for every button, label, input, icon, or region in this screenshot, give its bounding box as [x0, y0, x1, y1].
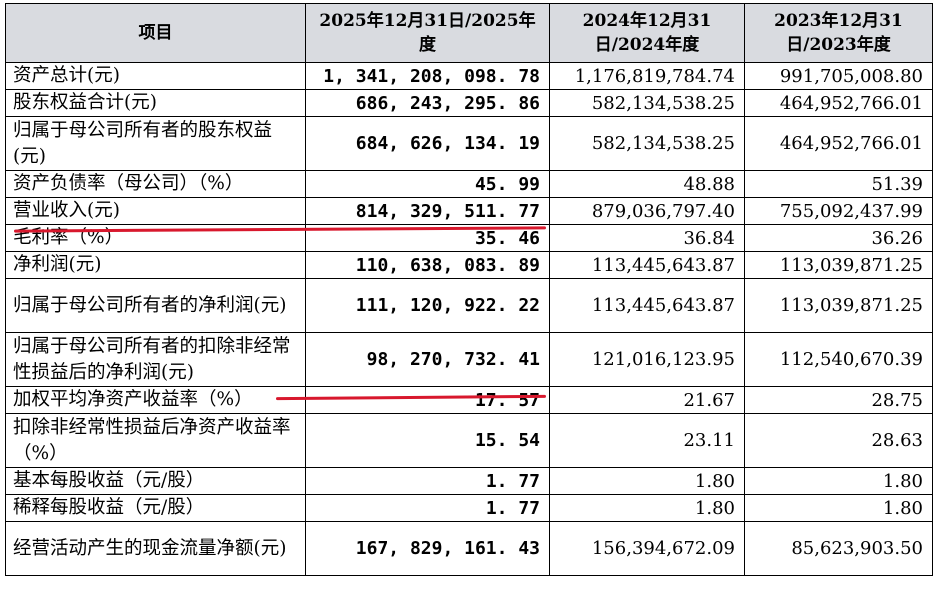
table-row: 归属于母公司所有者的扣除非经常性损益后的净利润(元) 98, 270, 732.… — [5, 332, 933, 387]
value-2024: 1,176,819,784.74 — [549, 62, 745, 90]
value-2024: 1.80 — [549, 467, 745, 495]
value-2023: 991,705,008.80 — [744, 62, 933, 90]
value-2025: 17. 57 — [305, 386, 550, 414]
table-row: 净利润(元) 110, 638, 083. 89 113,445,643.87 … — [5, 251, 933, 279]
value-2025: 1. 77 — [305, 467, 550, 495]
value-2023: 113,039,871.25 — [744, 251, 933, 279]
value-2024: 879,036,797.40 — [549, 197, 745, 225]
value-2025: 814, 329, 511. 77 — [305, 197, 550, 225]
row-label: 经营活动产生的现金流量净额(元) — [5, 521, 306, 576]
header-item: 项目 — [5, 3, 306, 63]
row-label: 净利润(元) — [5, 251, 306, 279]
value-2023: 464,952,766.01 — [744, 116, 933, 171]
value-2024: 582,134,538.25 — [549, 116, 745, 171]
row-label: 基本每股收益（元/股） — [5, 467, 306, 495]
value-2024: 21.67 — [549, 386, 745, 414]
value-2023: 85,623,903.50 — [744, 521, 933, 576]
row-label: 归属于母公司所有者的股东权益(元) — [5, 116, 306, 171]
value-2023: 28.63 — [744, 413, 933, 468]
value-2025: 167, 829, 161. 43 — [305, 521, 550, 576]
value-2024: 121,016,123.95 — [549, 332, 745, 387]
financial-table-container: 项目 2025年12月31日/2025年度 2024年12月31日/2024年度… — [5, 3, 933, 576]
value-2025: 15. 54 — [305, 413, 550, 468]
value-2023: 36.26 — [744, 224, 933, 252]
row-label: 稀释每股收益（元/股） — [5, 494, 306, 522]
value-2024: 23.11 — [549, 413, 745, 468]
value-2024: 36.84 — [549, 224, 745, 252]
value-2025: 111, 120, 922. 22 — [305, 278, 550, 333]
table-row: 资产负债率（母公司）（%） 45. 99 48.88 51.39 — [5, 170, 933, 198]
value-2023: 112,540,670.39 — [744, 332, 933, 387]
financial-data-table: 项目 2025年12月31日/2025年度 2024年12月31日/2024年度… — [5, 3, 933, 576]
value-2023: 113,039,871.25 — [744, 278, 933, 333]
table-row: 归属于母公司所有者的股东权益(元) 684, 626, 134. 19 582,… — [5, 116, 933, 171]
value-2023: 51.39 — [744, 170, 933, 198]
value-2024: 113,445,643.87 — [549, 278, 745, 333]
table-row: 毛利率（%） 35. 46 36.84 36.26 — [5, 224, 933, 252]
table-row: 经营活动产生的现金流量净额(元) 167, 829, 161. 43 156,3… — [5, 521, 933, 576]
table-row: 营业收入(元) 814, 329, 511. 77 879,036,797.40… — [5, 197, 933, 225]
value-2023: 1.80 — [744, 494, 933, 522]
row-label: 资产负债率（母公司）（%） — [5, 170, 306, 198]
table-row: 归属于母公司所有者的净利润(元) 111, 120, 922. 22 113,4… — [5, 278, 933, 333]
value-2025: 686, 243, 295. 86 — [305, 89, 550, 117]
value-2024: 156,394,672.09 — [549, 521, 745, 576]
table-row: 基本每股收益（元/股） 1. 77 1.80 1.80 — [5, 467, 933, 495]
table-row: 稀释每股收益（元/股） 1. 77 1.80 1.80 — [5, 494, 933, 522]
value-2024: 582,134,538.25 — [549, 89, 745, 117]
row-label: 股东权益合计(元) — [5, 89, 306, 117]
header-2025: 2025年12月31日/2025年度 — [305, 3, 550, 63]
value-2024: 1.80 — [549, 494, 745, 522]
value-2023: 755,092,437.99 — [744, 197, 933, 225]
row-label: 归属于母公司所有者的净利润(元) — [5, 278, 306, 333]
value-2025: 98, 270, 732. 41 — [305, 332, 550, 387]
row-label: 加权平均净资产收益率（%） — [5, 386, 306, 414]
value-2023: 464,952,766.01 — [744, 89, 933, 117]
value-2025: 110, 638, 083. 89 — [305, 251, 550, 279]
row-label: 营业收入(元) — [5, 197, 306, 225]
table-row: 股东权益合计(元) 686, 243, 295. 86 582,134,538.… — [5, 89, 933, 117]
header-2024: 2024年12月31日/2024年度 — [549, 3, 745, 63]
header-2023: 2023年12月31日/2023年度 — [744, 3, 933, 63]
value-2025: 1, 341, 208, 098. 78 — [305, 62, 550, 90]
value-2024: 113,445,643.87 — [549, 251, 745, 279]
table-row: 扣除非经常性损益后净资产收益率（%） 15. 54 23.11 28.63 — [5, 413, 933, 468]
value-2023: 1.80 — [744, 467, 933, 495]
row-label: 扣除非经常性损益后净资产收益率（%） — [5, 413, 306, 468]
value-2025: 1. 77 — [305, 494, 550, 522]
table-row: 资产总计(元) 1, 341, 208, 098. 78 1,176,819,7… — [5, 62, 933, 90]
row-label: 资产总计(元) — [5, 62, 306, 90]
value-2023: 28.75 — [744, 386, 933, 414]
table-row: 加权平均净资产收益率（%） 17. 57 21.67 28.75 — [5, 386, 933, 414]
table-header-row: 项目 2025年12月31日/2025年度 2024年12月31日/2024年度… — [5, 3, 933, 63]
row-label: 归属于母公司所有者的扣除非经常性损益后的净利润(元) — [5, 332, 306, 387]
value-2024: 48.88 — [549, 170, 745, 198]
value-2025: 684, 626, 134. 19 — [305, 116, 550, 171]
value-2025: 45. 99 — [305, 170, 550, 198]
